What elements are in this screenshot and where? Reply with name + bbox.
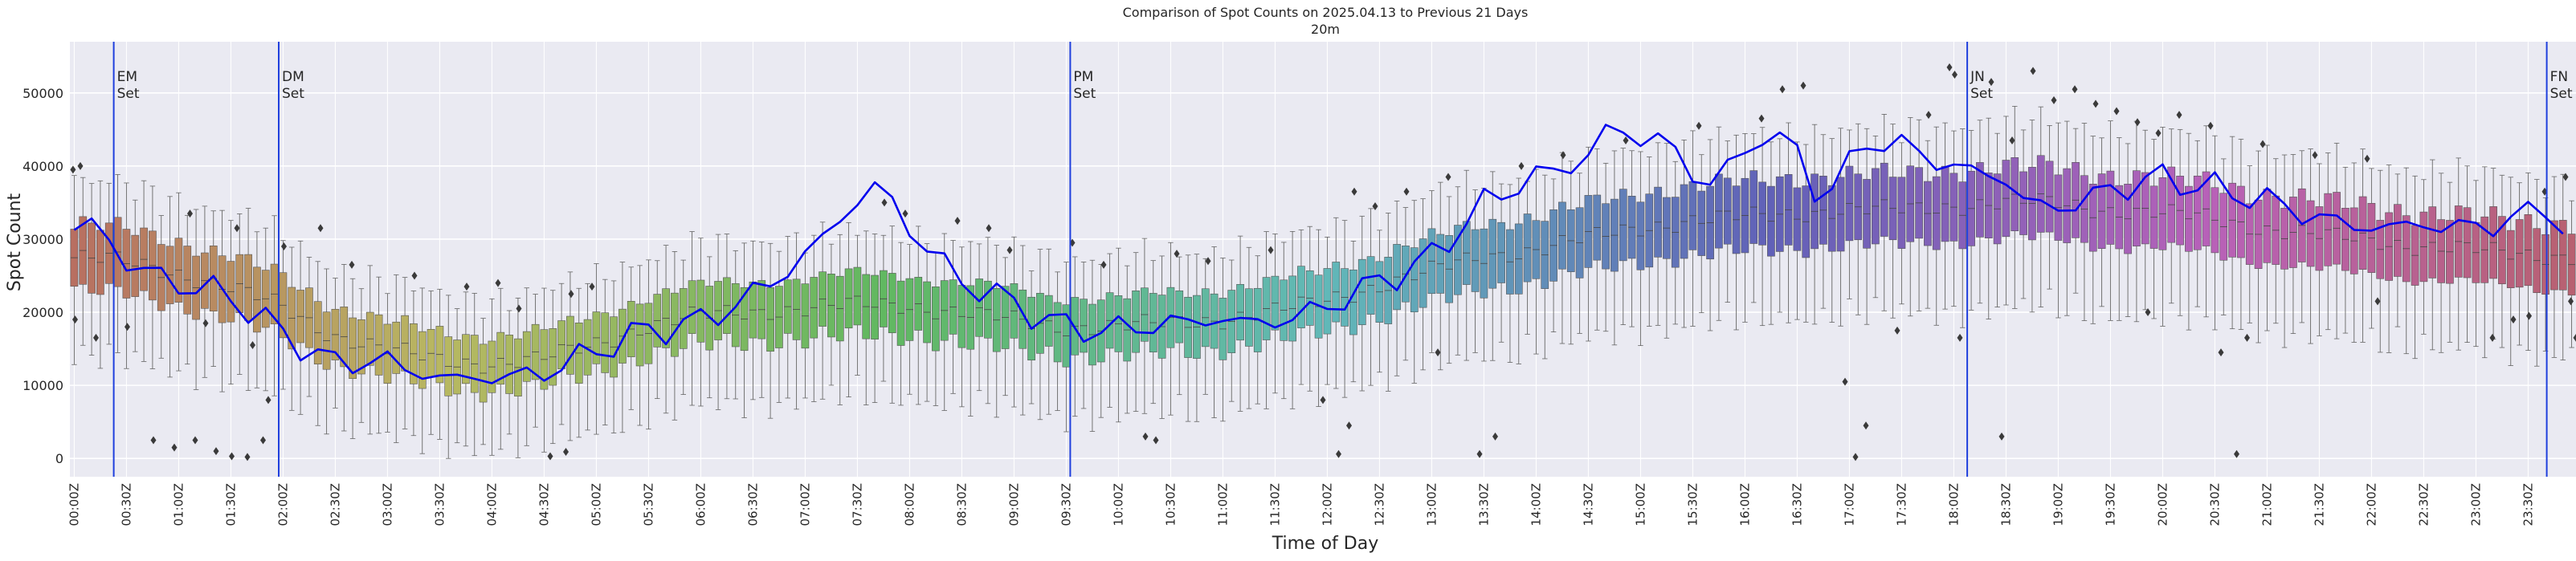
x-tick-label: 00:00Z [67,483,81,526]
x-axis-ticks: 00:00Z 00:30Z 01:00Z 01:30Z 02:00Z 02:30Z 03:0… [67,483,2535,526]
x-tick-label: 13:00Z [1424,483,1439,526]
x-tick-label: 03:00Z [380,483,394,526]
y-tick-label: 20000 [22,305,63,320]
x-tick-label: 01:00Z [171,483,186,526]
x-tick-label: 20:30Z [2207,483,2222,526]
x-tick-label: 14:30Z [1581,483,1595,526]
x-tick-label: 09:00Z [1006,483,1021,526]
x-tick-label: 22:00Z [2364,483,2378,526]
x-tick-label: 02:30Z [328,483,342,526]
x-tick-label: 17:30Z [1894,483,1909,526]
y-tick-label: 10000 [22,378,63,393]
x-tick-label: 22:30Z [2416,483,2431,526]
y-tick-label: 50000 [22,86,63,101]
x-tick-label: 03:30Z [432,483,447,526]
chart-title: Comparison of Spot Counts on 2025.04.13 … [1123,5,1529,20]
y-tick-label: 30000 [22,232,63,247]
event-label: DM [282,69,304,85]
x-tick-label: 12:30Z [1372,483,1386,526]
x-tick-label: 11:30Z [1268,483,1282,526]
event-label: Set [1073,86,1096,102]
event-label: Set [282,86,304,102]
x-tick-label: 19:00Z [2051,483,2065,526]
event-label: FN [2550,69,2569,85]
x-tick-label: 05:00Z [589,483,603,526]
x-tick-label: 23:00Z [2468,483,2483,526]
x-axis-label: Time of Day [1272,534,1378,554]
x-tick-label: 18:00Z [1946,483,1961,526]
x-tick-label: 16:00Z [1737,483,1752,526]
x-tick-label: 17:00Z [1842,483,1856,526]
x-tick-label: 04:00Z [484,483,499,526]
x-tick-label: 06:30Z [745,483,760,526]
event-label: Set [2550,86,2573,102]
x-tick-label: 15:30Z [1685,483,1700,526]
x-tick-label: 09:30Z [1059,483,1073,526]
x-tick-label: 16:30Z [1790,483,1804,526]
x-tick-label: 13:30Z [1476,483,1491,526]
x-tick-label: 11:00Z [1215,483,1230,526]
x-tick-label: 07:00Z [798,483,812,526]
x-tick-label: 12:00Z [1320,483,1334,526]
x-tick-label: 04:30Z [537,483,551,526]
event-label: EM [117,69,137,85]
x-tick-label: 05:30Z [641,483,655,526]
x-tick-label: 21:00Z [2260,483,2274,526]
x-tick-label: 21:30Z [2312,483,2326,526]
x-tick-label: 10:30Z [1163,483,1178,526]
x-tick-label: 06:00Z [693,483,708,526]
x-tick-label: 23:30Z [2521,483,2535,526]
x-tick-label: 02:00Z [276,483,290,526]
x-tick-label: 20:00Z [2155,483,2170,526]
y-tick-label: 40000 [22,159,63,174]
x-tick-label: 08:00Z [902,483,917,526]
event-label: Set [117,86,140,102]
y-axis-ticks: 0 10000 20000 30000 40000 50000 [22,86,63,466]
event-label: Set [1970,86,1993,102]
x-tick-label: 01:30Z [223,483,238,526]
chart-subtitle: 20m [1311,22,1340,37]
plot-background [70,42,2576,477]
x-tick-label: 18:30Z [1998,483,2013,526]
x-tick-label: 00:30Z [119,483,133,526]
x-tick-label: 15:00Z [1633,483,1647,526]
event-label: JN [1970,69,1985,85]
x-tick-label: 10:00Z [1111,483,1125,526]
event-label: PM [1073,69,1093,85]
y-axis-label: Spot Count [5,193,25,291]
x-tick-label: 19:30Z [2103,483,2117,526]
x-tick-label: 14:00Z [1529,483,1543,526]
x-tick-label: 07:30Z [850,483,864,526]
y-tick-label: 0 [55,451,63,466]
x-tick-label: 08:30Z [954,483,969,526]
